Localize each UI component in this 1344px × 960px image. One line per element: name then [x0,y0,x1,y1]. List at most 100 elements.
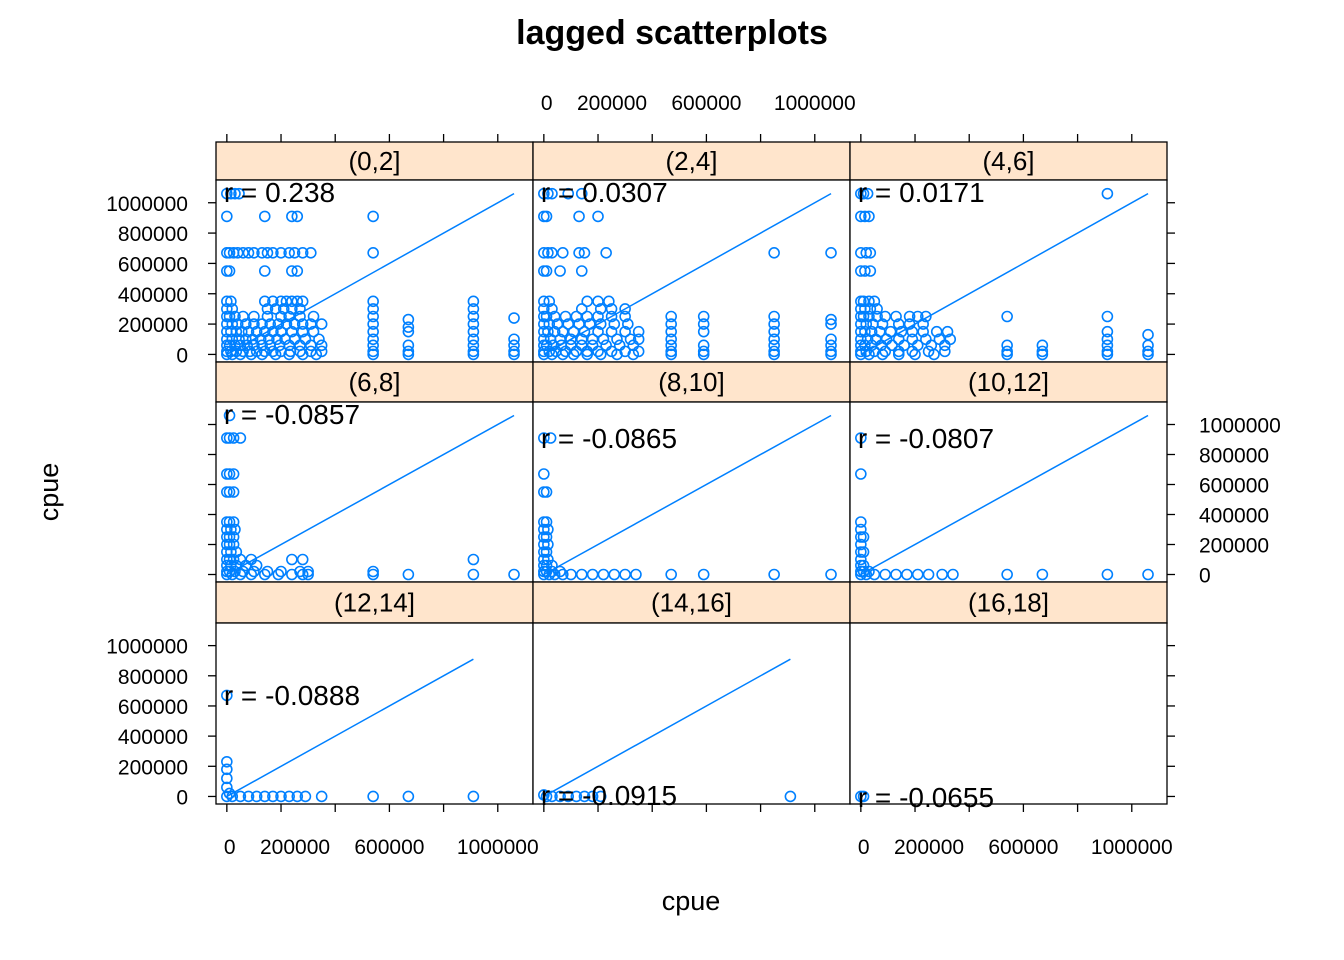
data-point [1036,345,1049,358]
data-point [619,325,631,338]
data-point [258,790,271,803]
data-point [594,318,607,330]
data-point [367,345,379,358]
correlation-label: r = 0.0307 [541,177,668,208]
data-point [538,553,550,566]
data-point [855,523,867,536]
data-point [280,295,293,308]
data-point [540,210,553,223]
data-point [909,348,921,361]
data-point [906,345,919,358]
data-point [269,303,282,315]
data-point [903,310,916,323]
data-point [221,210,233,223]
data-point [296,318,309,330]
data-point [911,310,924,323]
data-point [227,432,240,444]
correlation-label: r = -0.0655 [858,782,994,813]
data-point [941,325,954,338]
data-point [291,265,304,277]
x-tick-label: 600000 [671,92,741,115]
data-point [928,348,940,361]
data-point [768,247,780,259]
data-point [922,568,935,581]
data-point [256,247,268,259]
panel-7: (12,14] r = -0.0888 [215,581,534,805]
data-point [540,790,553,803]
data-point [697,318,710,330]
data-point [296,553,309,566]
data-point [221,755,233,768]
data-point [592,210,604,223]
panel-8: (14,16] r = -0.0915 [532,581,851,811]
data-point [548,568,561,581]
data-point [538,432,550,444]
data-point [573,210,585,223]
data-point [286,295,298,308]
reference-line [543,414,832,576]
panel-1: (0,2] r = 0.238 [215,141,534,363]
data-point [578,790,591,803]
data-point [242,790,255,803]
data-point [1101,339,1114,352]
x-tick-label: 600000 [354,836,424,859]
correlation-label: r = -0.0807 [858,423,994,454]
y-tick-label: 600000 [118,253,188,276]
data-point [562,318,575,330]
data-point [237,310,249,323]
data-point [467,553,480,566]
data-point [367,348,379,361]
chart-title: lagged scatterplots [516,14,828,52]
data-point [286,210,298,223]
data-point [581,345,593,358]
data-point [857,565,870,578]
data-point [267,295,279,308]
data-point [286,553,298,566]
data-point [825,339,837,352]
data-point [283,247,295,259]
data-point [920,310,932,323]
data-point [467,310,480,323]
panel-strip [532,581,851,624]
data-point [543,318,556,330]
data-point [546,303,558,315]
data-point [538,247,550,259]
data-point [467,345,480,358]
data-point [296,568,309,581]
data-point [227,516,240,528]
data-point [665,310,677,323]
data-point [939,345,951,358]
data-point [223,486,236,498]
data-point [864,247,877,259]
data-point [575,265,588,277]
data-point [586,568,599,581]
data-point [296,295,309,308]
data-point [283,348,295,361]
data-point [1101,345,1114,358]
data-point [857,546,870,558]
data-point [402,345,415,358]
data-point [221,523,233,536]
panel-strip-label: (14,16] [651,588,732,618]
data-point [221,348,233,361]
data-point [258,210,271,223]
data-point [1001,568,1013,581]
data-point [402,321,415,333]
data-point [229,523,241,536]
data-point [402,568,415,581]
data-point [234,790,247,803]
data-point [554,265,566,277]
data-point [261,303,274,315]
data-point [825,348,837,361]
data-point [542,187,554,200]
data-point [575,333,588,346]
data-point [697,310,710,323]
data-point [857,531,870,543]
data-point [540,265,553,277]
data-point [467,295,480,308]
data-point [1101,325,1114,338]
panel-5: (8,10] r = -0.0865 [532,361,851,583]
data-point [221,763,233,776]
x-tick-label: 1000000 [774,92,856,115]
data-point [367,210,379,223]
